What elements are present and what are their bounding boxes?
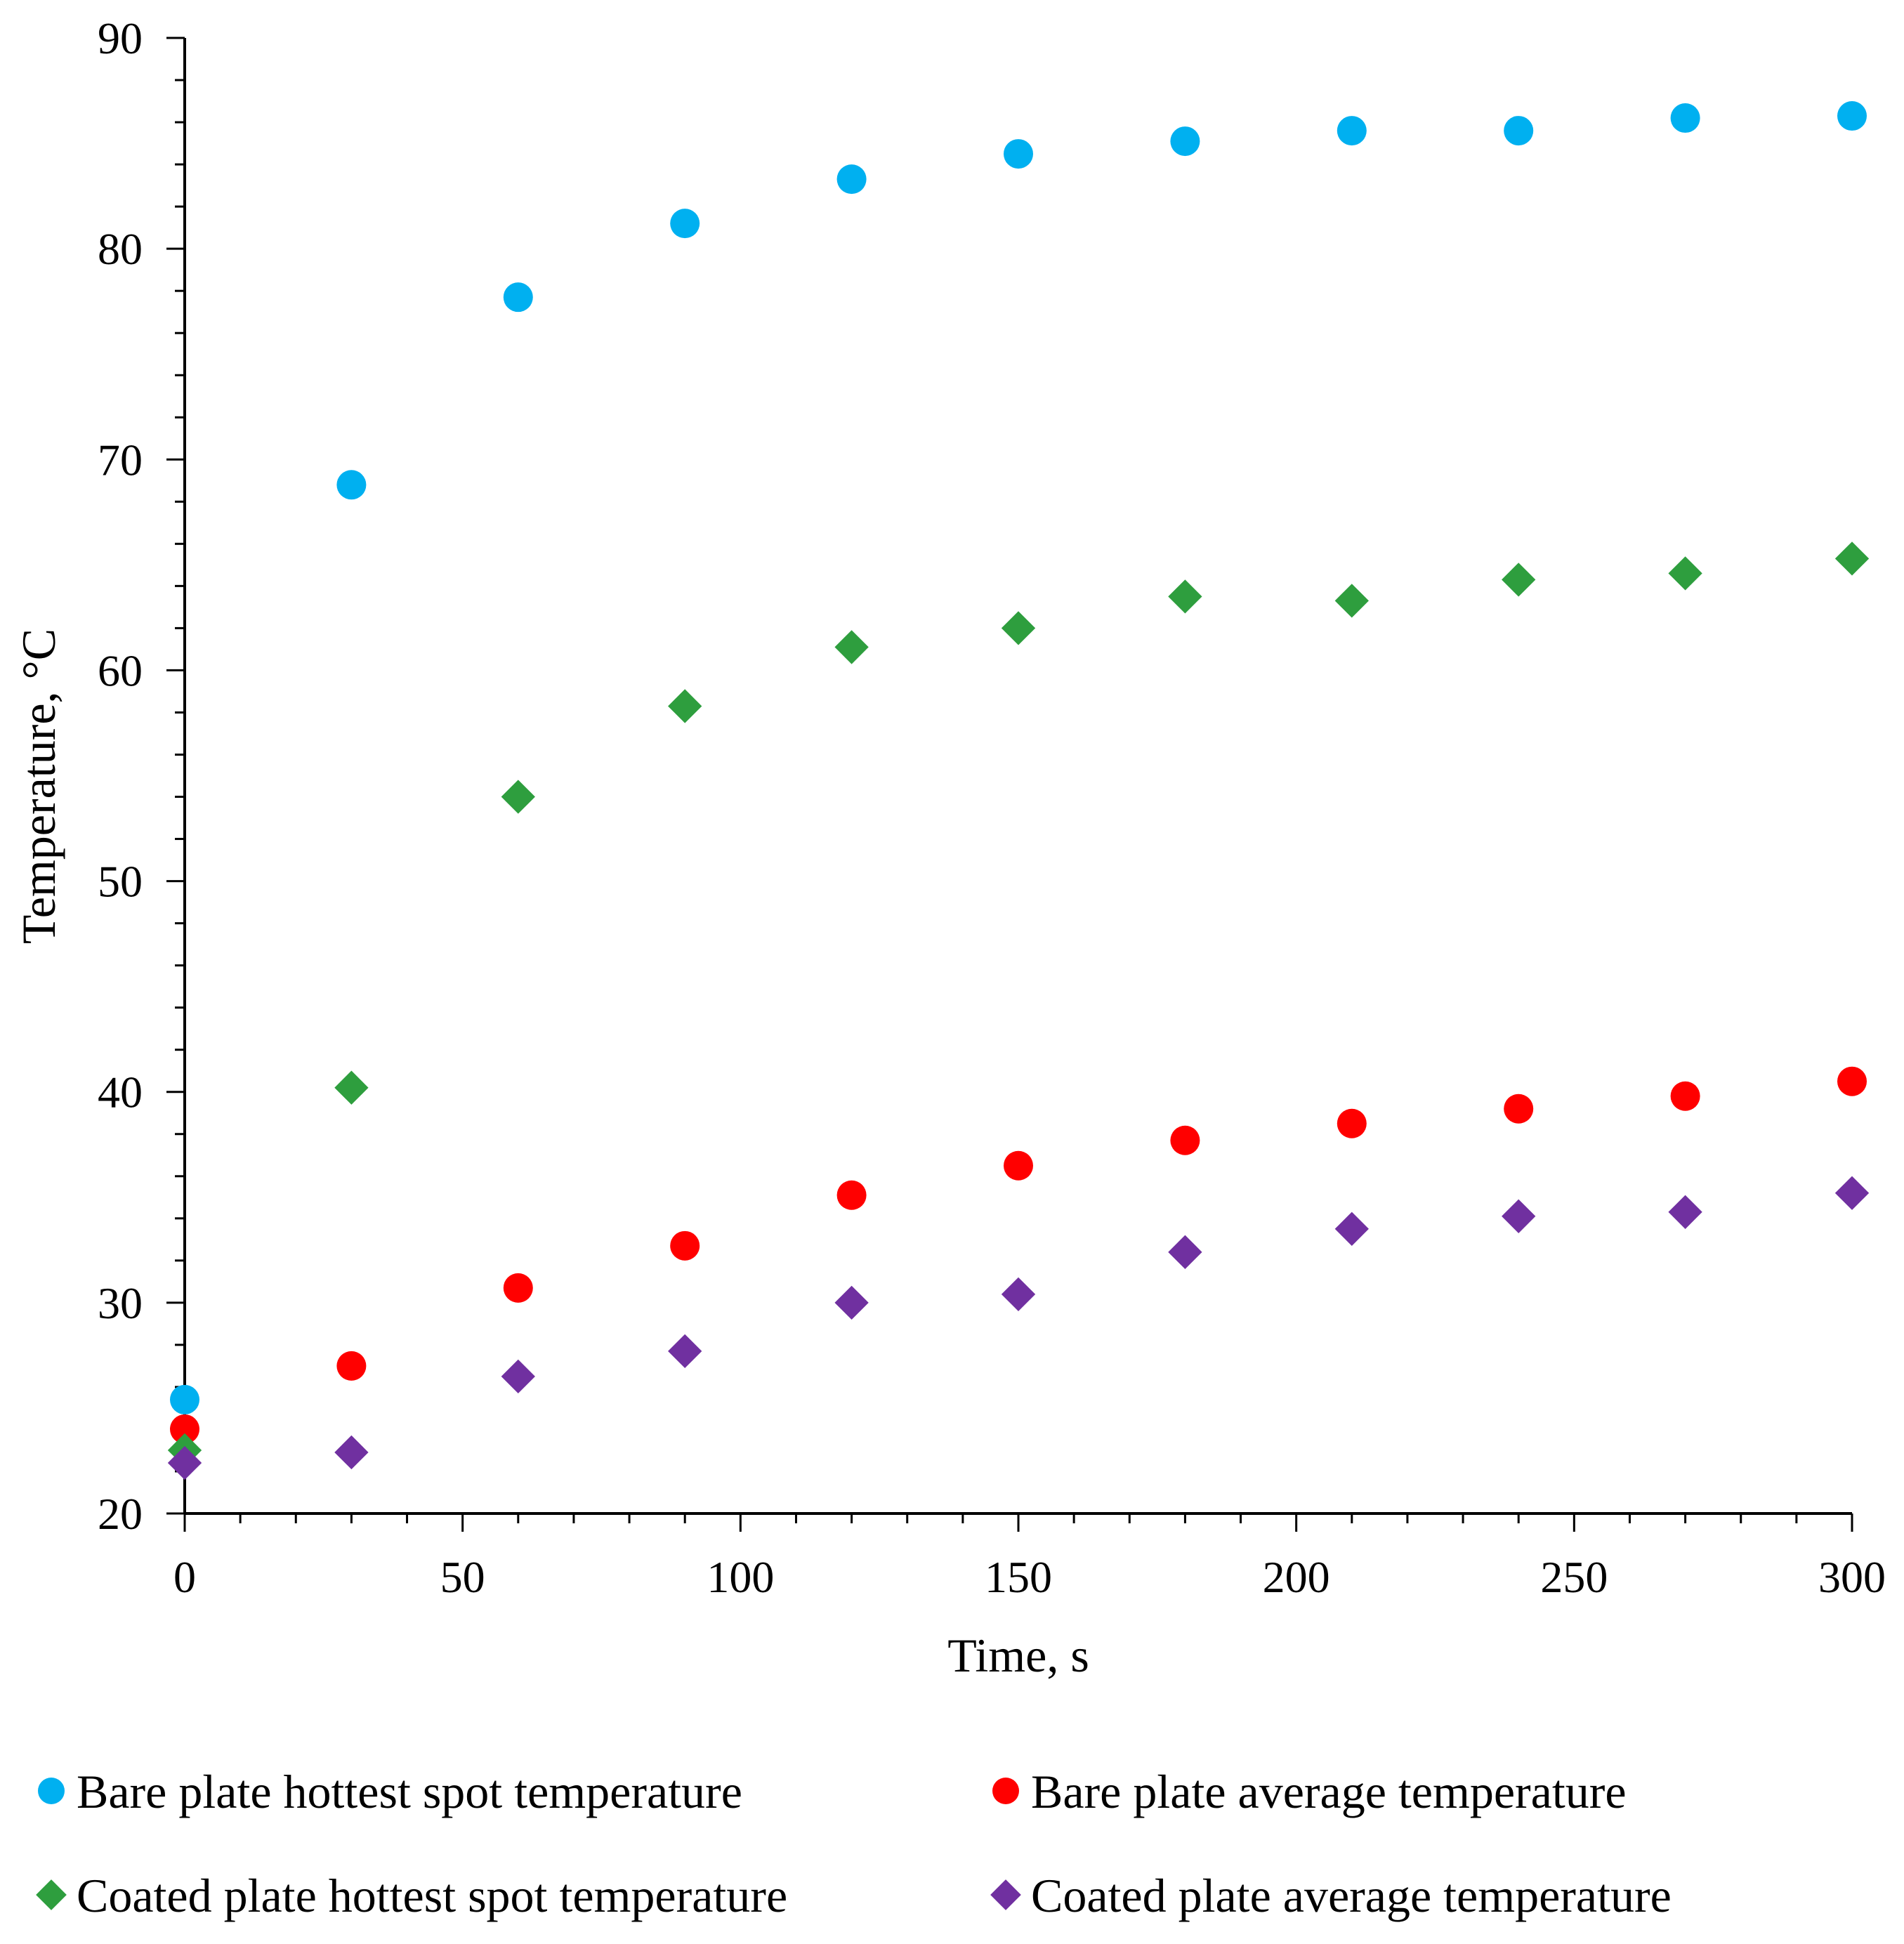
series-4 bbox=[167, 1176, 1870, 1480]
legend-marker bbox=[36, 1879, 67, 1910]
data-point bbox=[1670, 1081, 1700, 1111]
legend-label: Coated plate average temperature bbox=[1031, 1869, 1672, 1922]
legend-marker bbox=[990, 1879, 1021, 1910]
x-tick-label: 0 bbox=[173, 1552, 196, 1602]
x-tick-label: 150 bbox=[985, 1552, 1052, 1602]
data-point bbox=[1834, 1176, 1870, 1210]
ticks bbox=[166, 37, 1853, 1532]
series-1 bbox=[170, 101, 1867, 1414]
legend-marker bbox=[38, 1778, 65, 1804]
legend-item: Coated plate hottest spot temperature bbox=[36, 1869, 787, 1922]
data-point bbox=[1837, 101, 1867, 131]
y-tick-label: 50 bbox=[98, 857, 143, 907]
data-point bbox=[1502, 1199, 1536, 1233]
data-point bbox=[1337, 116, 1367, 146]
y-tick-label: 40 bbox=[98, 1068, 143, 1117]
data-point bbox=[1504, 1094, 1534, 1124]
data-point bbox=[336, 470, 367, 500]
data-point bbox=[1668, 1195, 1702, 1229]
y-tick-label: 70 bbox=[98, 435, 143, 485]
y-tick-label: 30 bbox=[98, 1278, 143, 1328]
y-tick-label: 80 bbox=[98, 224, 143, 274]
data-point bbox=[1334, 584, 1369, 618]
data-point bbox=[503, 1273, 533, 1303]
data-point bbox=[1670, 103, 1700, 133]
y-axis-title: Temperature, °C bbox=[12, 629, 65, 944]
data-point bbox=[1004, 139, 1033, 169]
data-point bbox=[1170, 126, 1200, 157]
legend: Bare plate hottest spot temperature Bare … bbox=[36, 1765, 1672, 1922]
legend-item: Bare plate average temperature bbox=[992, 1765, 1627, 1818]
data-point bbox=[501, 1359, 535, 1394]
x-tick-label: 50 bbox=[440, 1552, 485, 1602]
data-point bbox=[170, 1384, 199, 1414]
x-tick-label: 250 bbox=[1540, 1552, 1608, 1602]
data-point bbox=[1837, 1066, 1867, 1096]
y-tick-label: 60 bbox=[98, 645, 143, 695]
x-axis-title: Time, s bbox=[947, 1629, 1089, 1682]
data-point bbox=[1004, 1150, 1033, 1181]
tick-labels: 20 30 40 50 60 70 80 90 0 50 100 150 200 250 300 bbox=[98, 13, 1886, 1602]
legend-label: Bare plate hottest spot temperature bbox=[77, 1765, 742, 1818]
legend-label: Bare plate average temperature bbox=[1031, 1765, 1627, 1818]
data-point bbox=[834, 1285, 869, 1320]
data-point bbox=[1834, 541, 1870, 576]
y-tick-label: 90 bbox=[98, 13, 143, 63]
data-point bbox=[1334, 1211, 1369, 1246]
data-point bbox=[167, 1445, 202, 1480]
legend-item: Coated plate average temperature bbox=[990, 1869, 1672, 1922]
data-point bbox=[336, 1351, 367, 1381]
data-point bbox=[503, 282, 533, 313]
data-point bbox=[1168, 579, 1202, 614]
data-point bbox=[836, 1180, 867, 1210]
y-tick-label: 20 bbox=[98, 1489, 143, 1539]
data-point bbox=[670, 1230, 700, 1261]
data-point bbox=[1168, 1235, 1202, 1269]
data-point bbox=[334, 1435, 369, 1470]
data-point bbox=[1337, 1108, 1367, 1138]
data-point bbox=[834, 630, 869, 664]
data-point bbox=[1668, 556, 1702, 591]
data-point bbox=[670, 209, 700, 239]
data-point bbox=[1502, 563, 1536, 597]
data-point bbox=[170, 1414, 199, 1444]
data-point bbox=[1001, 611, 1036, 645]
data-point bbox=[1170, 1125, 1200, 1155]
data-point bbox=[836, 164, 867, 195]
data-point bbox=[1001, 1277, 1036, 1312]
x-tick-label: 100 bbox=[707, 1552, 774, 1602]
data-point bbox=[668, 689, 702, 723]
data-point bbox=[334, 1070, 369, 1105]
series-layer bbox=[167, 101, 1870, 1480]
legend-label: Coated plate hottest spot temperature bbox=[77, 1869, 787, 1922]
data-point bbox=[1504, 116, 1534, 146]
series-2 bbox=[170, 1066, 1867, 1444]
data-point bbox=[501, 780, 535, 814]
data-point bbox=[668, 1334, 702, 1369]
legend-marker bbox=[992, 1778, 1019, 1804]
series-3 bbox=[167, 541, 1870, 1468]
legend-item: Bare plate hottest spot temperature bbox=[38, 1765, 742, 1818]
x-tick-label: 200 bbox=[1263, 1552, 1330, 1602]
x-tick-label: 300 bbox=[1818, 1552, 1886, 1602]
